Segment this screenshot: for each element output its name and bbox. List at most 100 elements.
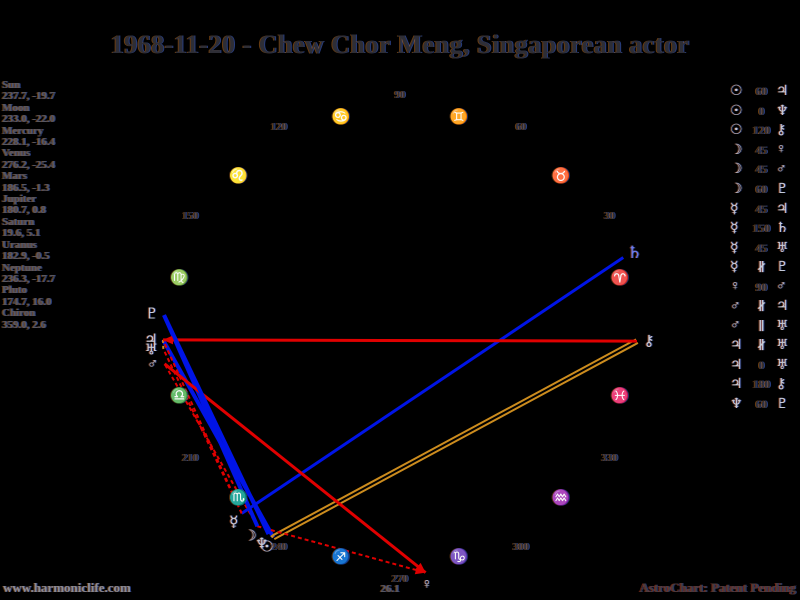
aspect-line bbox=[163, 363, 259, 527]
planet-list-item: Saturn 19.6, 5.1 bbox=[2, 215, 55, 240]
aspect-planet1-glyph: ♀ bbox=[730, 279, 741, 295]
planet-list-item: Moon 233.0, -22.0 bbox=[2, 102, 55, 126]
aspect-arrowhead bbox=[414, 562, 426, 573]
aspect-planet2-glyph: ♇ bbox=[776, 260, 789, 276]
planet-glyph-pluto: ♇ bbox=[145, 306, 159, 323]
planet-coords: 236.3, -17.7 bbox=[2, 272, 56, 285]
aspect-line bbox=[257, 525, 426, 574]
degree-label: 120 bbox=[270, 121, 288, 134]
planet-list-item: Uranus 182.9, -0.5 bbox=[2, 238, 55, 263]
degree-label: 330 bbox=[601, 452, 618, 464]
venus-degree-extra-label: 26.1 bbox=[380, 583, 400, 595]
aspect-row: ☽ 60 ♇ bbox=[730, 180, 796, 200]
planet-coords: 186.5, -1.3 bbox=[2, 181, 50, 194]
aspect-row: ♆ 60 ♇ bbox=[730, 395, 796, 415]
aspect-planet2-glyph: ⚷ bbox=[776, 123, 787, 139]
planet-coords: 228.1, -16.4 bbox=[2, 136, 56, 149]
aspect-value: 60 bbox=[755, 397, 768, 412]
aspect-planet1-glyph: ☿ bbox=[730, 221, 739, 237]
planet-name: Uranus bbox=[2, 238, 37, 251]
planet-coords: 359.0, 2.6 bbox=[2, 318, 46, 331]
planet-list-item: Mercury 228.1, -16.4 bbox=[2, 125, 56, 149]
aspect-line bbox=[267, 533, 274, 539]
aspect-value: 45 bbox=[755, 201, 768, 216]
aspect-value: ∦ bbox=[756, 299, 767, 314]
aspect-value: 0 bbox=[758, 103, 765, 118]
aspect-planet1-glyph: ☉ bbox=[730, 103, 743, 119]
aspect-row: ☽ 45 ♀ bbox=[730, 141, 796, 161]
aspect-planet2-glyph: ♂ bbox=[776, 161, 787, 177]
sign-glyph-gemini: ♊ bbox=[449, 109, 469, 126]
planet-name: Mars bbox=[2, 170, 28, 183]
aspect-planet2-glyph: ♅ bbox=[776, 357, 789, 373]
sign-glyph-pisces: ♓ bbox=[610, 388, 630, 405]
aspect-line bbox=[162, 314, 271, 536]
planet-list-item: Mars 186.5, -1.3 bbox=[2, 170, 55, 194]
aspect-planet1-glyph: ♆ bbox=[730, 397, 743, 413]
planet-glyph-mercury: ☿ bbox=[229, 514, 239, 531]
planet-coords: 276.2, -25.4 bbox=[2, 158, 56, 171]
aspect-row: ☽ 45 ♂ bbox=[730, 160, 796, 180]
page-title: 1968-11-20 - Chew Chor Meng, Singaporean… bbox=[110, 30, 690, 59]
aspect-row: ♂ ∦ ♃ bbox=[730, 297, 796, 317]
aspect-row: ☿ 45 ♃ bbox=[730, 199, 796, 219]
degree-label: 270 bbox=[391, 573, 409, 585]
planet-list-item: Jupiter 180.7, 0.8 bbox=[2, 193, 55, 217]
aspect-value: 0 bbox=[758, 357, 765, 372]
aspect-value: 150 bbox=[752, 221, 771, 236]
sign-glyph-cancer: ♋ bbox=[331, 109, 351, 126]
aspect-planet2-glyph: ♂ bbox=[776, 279, 787, 295]
degree-label: 150 bbox=[182, 210, 199, 222]
planet-list-item: Venus 276.2, -25.4 bbox=[2, 148, 55, 171]
planet-list-item: Sun 237.7, -19.7 bbox=[2, 79, 55, 103]
planet-glyph-uranus: ♅ bbox=[144, 342, 159, 359]
planet-name: Saturn bbox=[2, 215, 35, 228]
aspect-planet1-glyph: ☉ bbox=[730, 84, 743, 100]
aspect-planet1-glyph: ♃ bbox=[730, 338, 743, 354]
degree-label: 210 bbox=[182, 452, 199, 464]
aspect-value: 60 bbox=[755, 84, 768, 99]
patent-notice: AstroChart: Patent Pending bbox=[639, 580, 796, 595]
aspect-planet2-glyph: ♃ bbox=[776, 299, 789, 315]
aspect-row: ☉ 0 ♆ bbox=[730, 102, 796, 122]
aspect-planet1-glyph: ☿ bbox=[730, 240, 739, 256]
aspect-planet1-glyph: ☿ bbox=[730, 260, 739, 276]
planet-glyph-moon: ☽ bbox=[243, 528, 257, 545]
planet-name: Chiron bbox=[2, 307, 36, 320]
aspect-planet1-glyph: ☿ bbox=[730, 201, 739, 217]
aspect-row: ☿ 45 ♅ bbox=[730, 238, 796, 258]
aspect-value: ∥ bbox=[758, 318, 765, 333]
aspect-planet1-glyph: ☽ bbox=[730, 182, 743, 197]
planet-glyph-sun: ☉ bbox=[260, 539, 274, 556]
degree-label: 240 bbox=[270, 540, 288, 553]
aspect-planet2-glyph: ♇ bbox=[776, 182, 789, 197]
aspect-line bbox=[163, 362, 427, 574]
planet-glyph-chiron: ⚷ bbox=[643, 333, 655, 350]
planet-name: Jupiter bbox=[2, 193, 37, 206]
degree-label: 30 bbox=[604, 210, 616, 222]
aspect-planet2-glyph: ♅ bbox=[776, 338, 789, 354]
aspect-value: 90 bbox=[755, 279, 768, 294]
degree-label: 300 bbox=[512, 540, 530, 553]
planet-coords: 182.9, -0.5 bbox=[2, 250, 50, 263]
planet-coords: 19.6, 5.1 bbox=[2, 227, 41, 240]
aspect-planet1-glyph: ☽ bbox=[730, 142, 743, 158]
aspect-value: 45 bbox=[755, 162, 768, 177]
planet-name: Pluto bbox=[2, 284, 28, 297]
planet-glyph-jupiter: ♃ bbox=[144, 332, 158, 349]
sign-glyph-sagittarius: ♐ bbox=[331, 549, 351, 566]
aspect-planet1-glyph: ☽ bbox=[730, 162, 743, 178]
aspect-row: ♂ ∥ ♅ bbox=[730, 317, 796, 337]
sign-glyph-scorpio: ♏ bbox=[229, 490, 249, 507]
aspect-planet1-glyph: ♃ bbox=[730, 357, 743, 373]
sign-glyph-capricorn: ♑ bbox=[449, 549, 469, 566]
planet-list-item: Neptune 236.3, -17.7 bbox=[2, 262, 56, 286]
aspect-planet2-glyph: ♄ bbox=[776, 221, 789, 237]
sign-glyph-libra: ♎ bbox=[170, 388, 190, 405]
sign-glyph-aquarius: ♒ bbox=[551, 490, 571, 507]
aspect-planet1-glyph: ♃ bbox=[730, 377, 743, 393]
aspect-planet2-glyph: ♃ bbox=[776, 201, 789, 217]
planet-glyph-neptune: ♆ bbox=[255, 536, 269, 553]
planet-coords: 174.7, 16.0 bbox=[2, 295, 52, 308]
